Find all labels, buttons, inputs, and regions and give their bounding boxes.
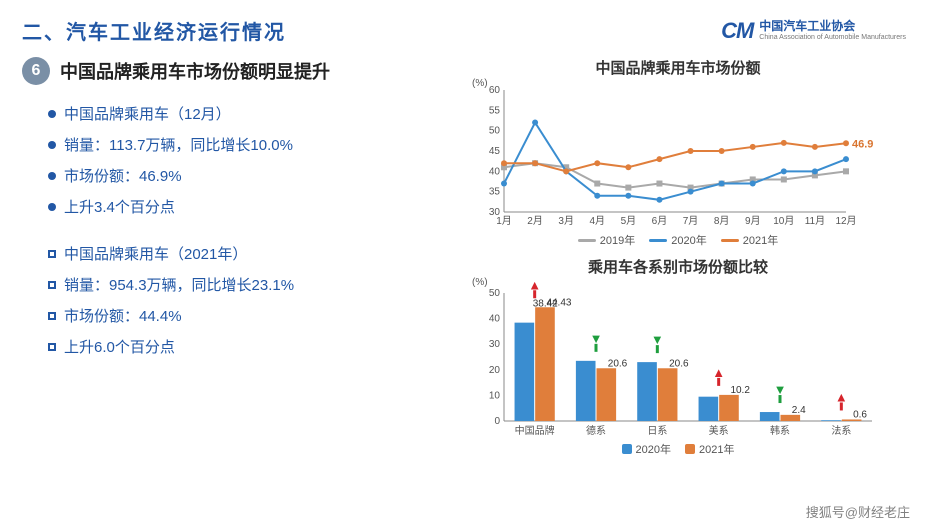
svg-text:▲: ▲ — [712, 365, 725, 380]
svg-text:50: 50 — [489, 126, 501, 137]
bullet-text: 上升3.4个百分点 — [64, 196, 175, 217]
bullet-text: 销量：113.7万辆，同比增长10.0% — [64, 134, 293, 155]
line-chart-title: 中国品牌乘用车市场份额 — [450, 57, 906, 78]
logo-subtext: China Association of Automobile Manufact… — [759, 34, 906, 41]
brand-logo: CM 中国汽车工业协会 China Association of Automob… — [721, 18, 906, 44]
svg-text:11月: 11月 — [805, 215, 825, 227]
svg-text:韩系: 韩系 — [770, 424, 790, 437]
svg-text:美系: 美系 — [709, 424, 729, 437]
svg-text:50: 50 — [489, 288, 501, 299]
logo-text: 中国汽车工业协会 — [759, 20, 906, 33]
svg-text:44.43: 44.43 — [546, 297, 571, 308]
bullet-square-icon — [48, 343, 56, 351]
svg-text:9月: 9月 — [745, 215, 761, 227]
svg-text:45: 45 — [489, 146, 501, 157]
svg-text:2.4: 2.4 — [792, 405, 806, 416]
bullet-dot-icon — [48, 172, 56, 180]
svg-text:3月: 3月 — [558, 215, 574, 227]
section-number-badge: 6 — [22, 57, 50, 85]
svg-text:8月: 8月 — [714, 215, 730, 227]
bullet-text: 销量：954.3万辆，同比增长23.1% — [64, 274, 294, 295]
svg-text:46.9: 46.9 — [852, 138, 873, 150]
subsection-title: 中国品牌乘用车市场份额明显提升 — [60, 58, 330, 84]
svg-text:60: 60 — [489, 85, 501, 96]
logo-mark: CM — [721, 18, 753, 44]
svg-text:35: 35 — [489, 187, 501, 198]
bullet-square-icon — [48, 281, 56, 289]
bullet-text: 中国品牌乘用车（12月） — [64, 103, 231, 124]
svg-text:40: 40 — [489, 166, 501, 177]
svg-text:40: 40 — [489, 314, 501, 325]
svg-text:10.2: 10.2 — [730, 385, 750, 396]
svg-text:6月: 6月 — [652, 215, 668, 227]
svg-text:20.6: 20.6 — [669, 358, 689, 369]
svg-text:1月: 1月 — [496, 215, 512, 227]
bullet-square-icon — [48, 250, 56, 258]
svg-text:10月: 10月 — [773, 215, 794, 227]
bullet-text: 市场份额：46.9% — [64, 165, 182, 186]
bullet-text: 上升6.0个百分点 — [64, 336, 175, 357]
svg-text:中国品牌: 中国品牌 — [515, 424, 555, 437]
svg-text:德系: 德系 — [586, 424, 606, 437]
bullet-dot-icon — [48, 203, 56, 211]
svg-text:▼: ▼ — [774, 382, 787, 397]
bar-chart: 乘用车各系别市场份额比较 (%) 0 10 20 30 40 50 中国品牌 德系 日系 美系 韩系… — [450, 256, 906, 457]
bullet-text: 市场份额：44.4% — [64, 305, 182, 326]
bullet-group-2021: 中国品牌乘用车（2021年） 销量：954.3万辆，同比增长23.1% 市场份额… — [48, 243, 432, 357]
line-chart: 中国品牌乘用车市场份额 (%) 303540455055601月2月3月4月5月… — [450, 57, 906, 248]
svg-text:10: 10 — [489, 390, 501, 401]
svg-text:4月: 4月 — [589, 215, 605, 227]
bullet-dot-icon — [48, 110, 56, 118]
line-chart-legend: 2019年2020年2021年 — [450, 232, 906, 248]
bullet-group-dec: 中国品牌乘用车（12月） 销量：113.7万辆，同比增长10.0% 市场份额：4… — [48, 103, 432, 217]
y-unit-label: (%) — [472, 277, 488, 288]
bullet-dot-icon — [48, 141, 56, 149]
svg-text:2月: 2月 — [527, 215, 543, 227]
y-unit-label: (%) — [472, 78, 488, 89]
bar-chart-title: 乘用车各系别市场份额比较 — [450, 256, 906, 277]
svg-text:20.6: 20.6 — [608, 358, 628, 369]
svg-text:12月: 12月 — [835, 215, 856, 227]
watermark: 搜狐号@财经老庄 — [806, 502, 910, 521]
svg-text:20: 20 — [489, 365, 501, 376]
svg-text:7月: 7月 — [683, 215, 699, 227]
svg-text:5月: 5月 — [621, 215, 637, 227]
svg-text:日系: 日系 — [647, 425, 667, 437]
svg-text:0.6: 0.6 — [853, 409, 867, 420]
svg-text:▼: ▼ — [651, 332, 664, 347]
svg-text:法系: 法系 — [831, 424, 851, 437]
svg-text:0: 0 — [494, 416, 500, 427]
section-title: 二、汽车工业经济运行情况 — [22, 16, 286, 45]
svg-text:55: 55 — [489, 105, 501, 116]
svg-text:▲: ▲ — [835, 389, 848, 404]
svg-text:30: 30 — [489, 339, 501, 350]
svg-text:▼: ▼ — [590, 331, 603, 346]
bullet-square-icon — [48, 312, 56, 320]
bar-chart-legend: 2020年2021年 — [450, 441, 906, 457]
bullet-text: 中国品牌乘用车（2021年） — [64, 243, 247, 264]
